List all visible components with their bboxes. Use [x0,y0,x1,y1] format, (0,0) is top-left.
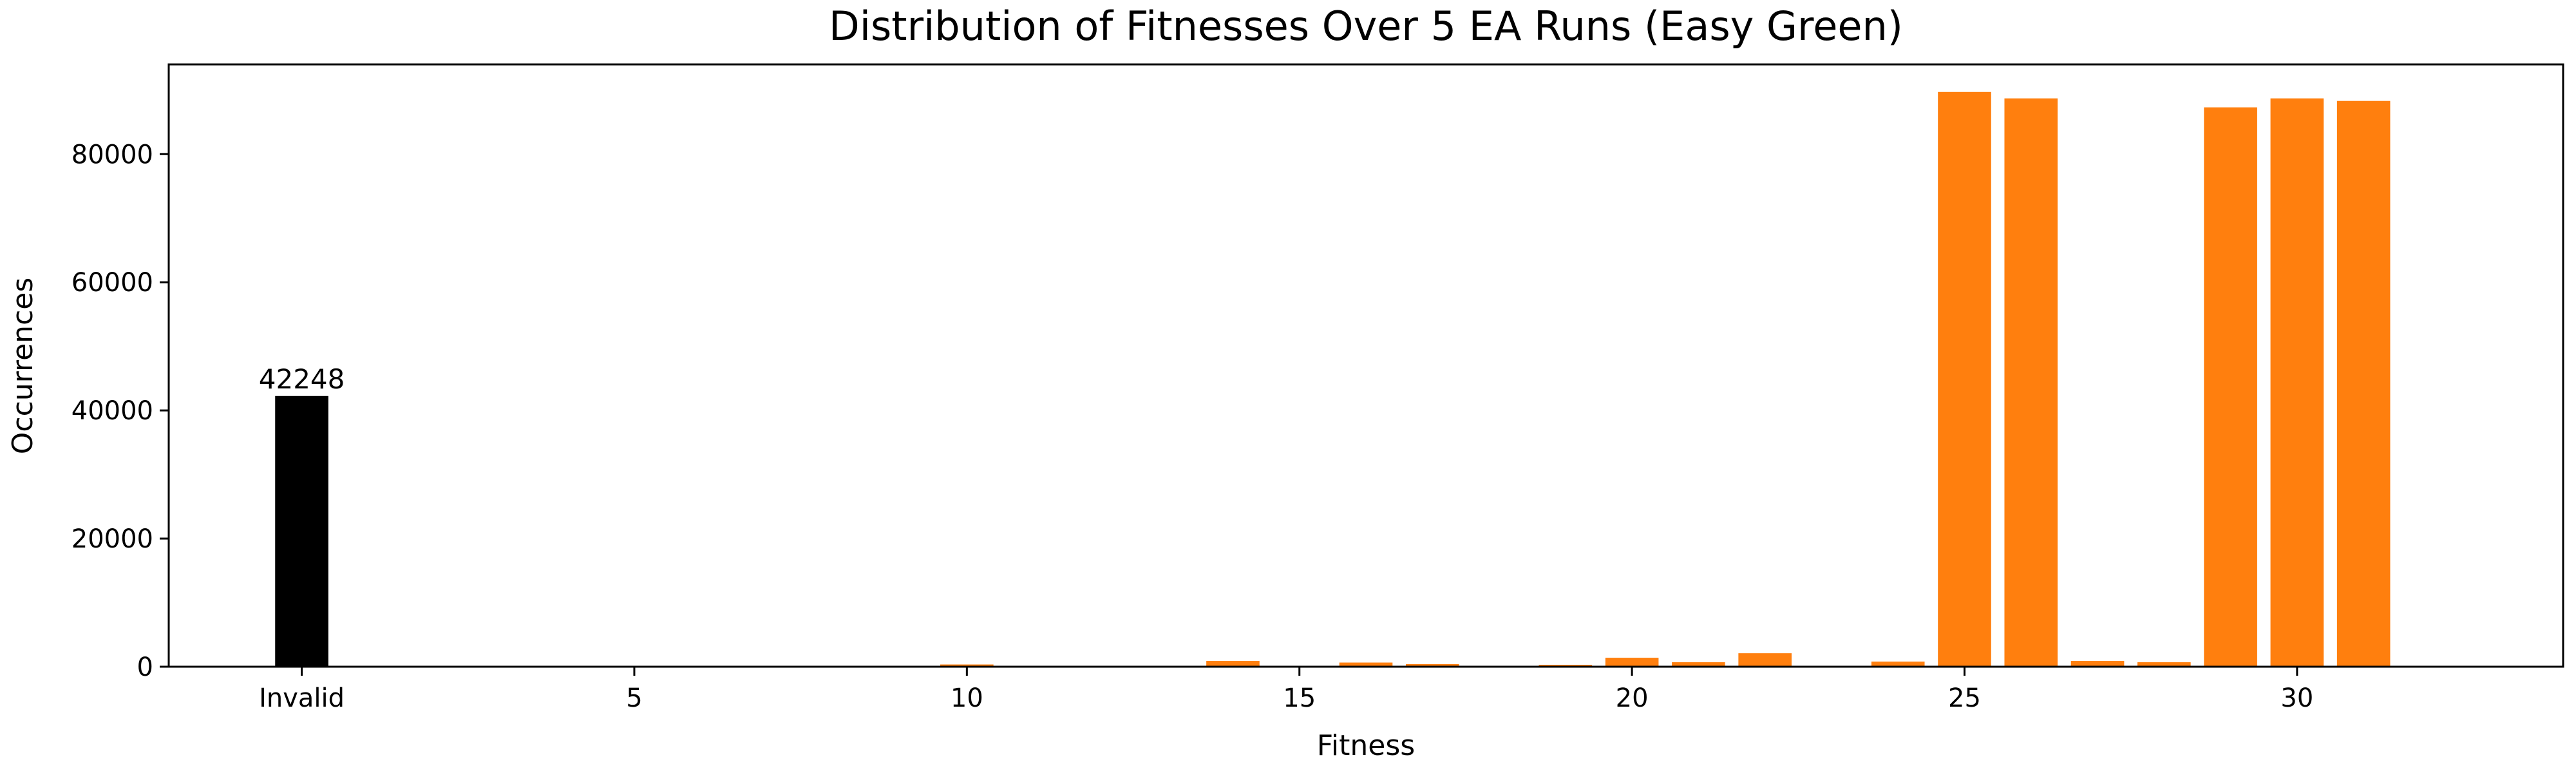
bar-invalid [275,396,328,667]
x-axis: Invalid 5 10 15 20 25 30 [259,667,2313,713]
x-tick-label: 25 [1948,683,1981,713]
plot-frame [167,63,2564,668]
bar-fitness-29 [2204,107,2257,667]
x-tick-label: 10 [951,683,983,713]
y-tick-label: 40000 [71,396,153,426]
y-tick-label: 80000 [71,140,153,169]
y-tick-label: 0 [137,653,153,682]
bar-fitness-14 [1206,661,1260,667]
bar-fitness-27 [2070,661,2125,667]
x-tick-label: Invalid [259,683,345,713]
bar-fitness-10 [940,664,994,667]
x-tick-label: 20 [1616,683,1649,713]
bar-fitness-21 [1672,662,1725,667]
chart-title: Distribution of Fitnesses Over 5 EA Runs… [829,3,1903,50]
bar-fitness-22 [1738,653,1792,667]
y-tick-label: 60000 [71,268,153,298]
y-tick-label: 20000 [71,524,153,554]
y-axis: 0 20000 40000 60000 80000 [71,140,169,682]
bar-fitness-28 [2137,662,2191,667]
bar-fitness-24 [1871,662,1925,667]
x-axis-label: Fitness [1317,729,1415,762]
bar-fitness-31 [2336,100,2391,667]
bar-fitness-30 [2270,98,2324,667]
bar-fitness-26 [2004,98,2058,667]
bar-fitness-16 [1339,662,1393,667]
x-tick-label: 5 [626,683,642,713]
y-axis-label: Occurrences [6,278,39,454]
x-tick-label: 30 [2280,683,2313,713]
data-labels-group: 42248 [259,363,345,395]
bar-fitness-20 [1605,658,1659,667]
x-tick-label: 15 [1283,683,1316,713]
bars-group [275,91,2391,667]
bar-fitness-17 [1405,664,1459,667]
bar-fitness-25 [1938,91,1991,667]
bar-value-label: 42248 [259,363,345,395]
